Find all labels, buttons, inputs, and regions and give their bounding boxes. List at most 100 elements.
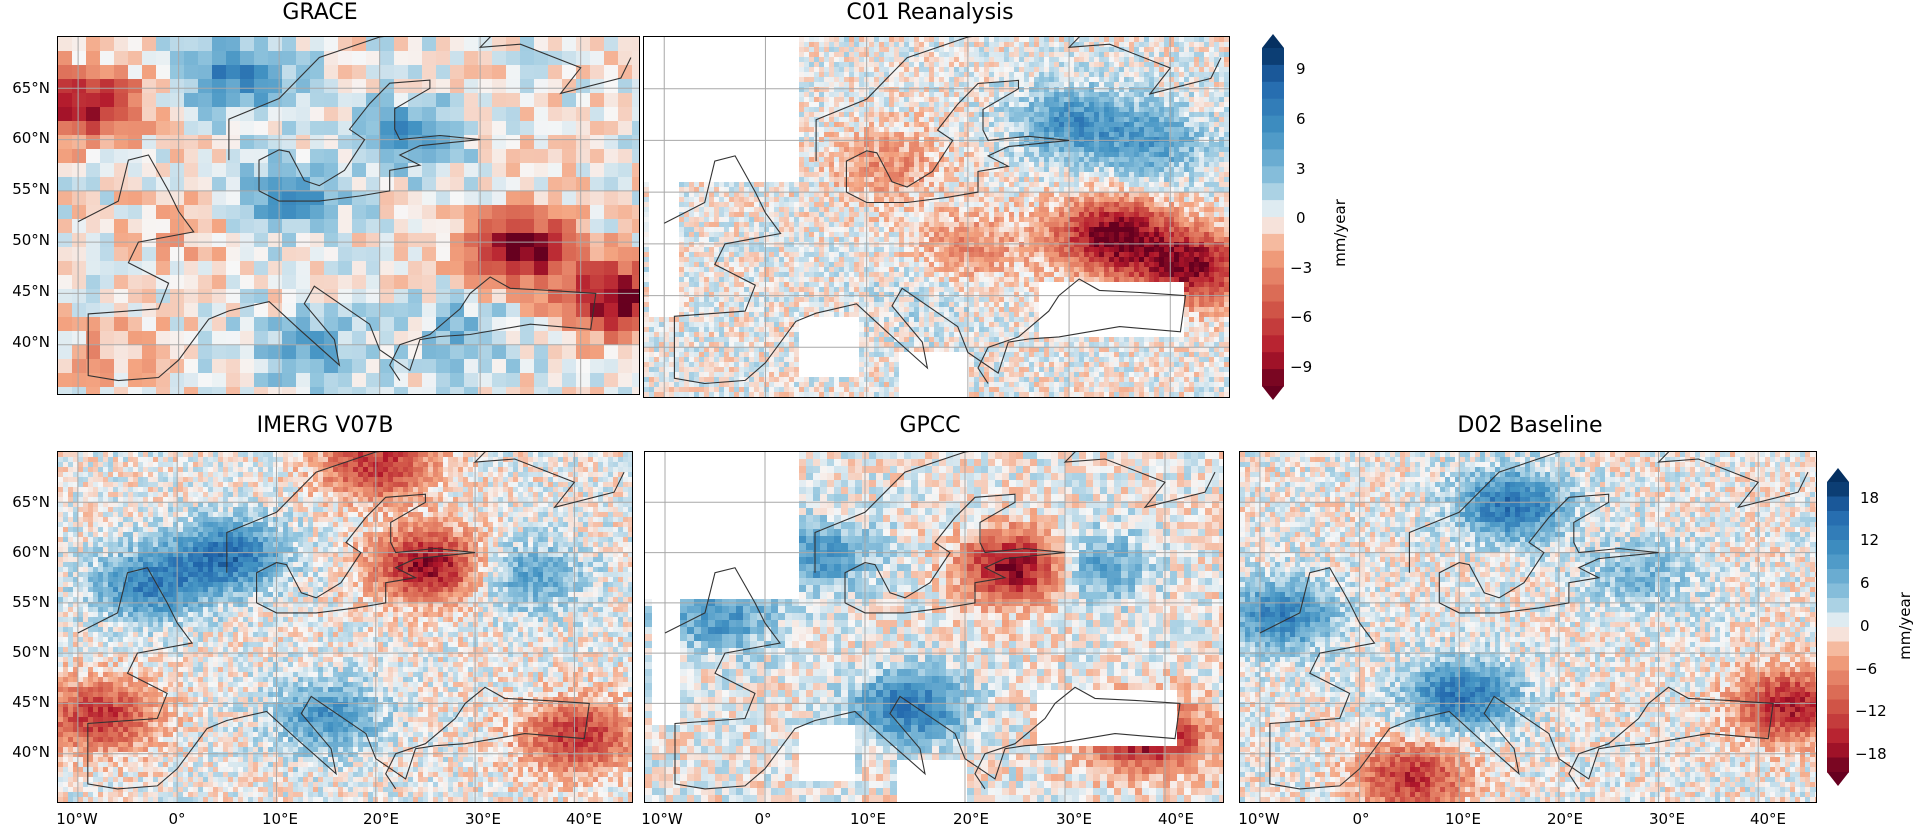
heatmap-cell [1199,122,1204,127]
heatmap-cell [1094,227,1099,232]
heatmap-cell [1134,227,1139,232]
heatmap-cell [869,232,874,237]
heatmap-cell [909,112,914,117]
heatmap-cell [924,167,929,172]
heatmap-cell [1154,87,1159,92]
heatmap-cell [899,137,904,142]
heatmap-cell [1164,137,1169,142]
heatmap-cell [380,149,394,163]
heatmap-cell [979,87,984,92]
heatmap-cell [1229,167,1230,172]
heatmap-cell [1199,207,1204,212]
heatmap-cell [1079,167,1084,172]
heatmap-cell [1084,212,1089,217]
heatmap-cell [1224,112,1229,117]
heatmap-cell [934,92,939,97]
heatmap-cell [844,192,849,197]
heatmap-cell [1074,232,1079,237]
heatmap-cell [919,77,924,82]
heatmap-cell [1079,147,1084,152]
heatmap-cell [1079,177,1084,182]
heatmap-cell [1044,172,1049,177]
heatmap-cell [156,373,170,387]
heatmap-cell [969,217,974,222]
heatmap-cell [1039,112,1044,117]
heatmap-cell [919,142,924,147]
heatmap-cell [1094,112,1099,117]
heatmap-cell [804,207,809,212]
heatmap-cell [1104,227,1109,232]
heatmap-cell [1224,47,1229,52]
heatmap-cell [829,92,834,97]
heatmap-cell [268,177,282,191]
heatmap-cell [352,177,366,191]
heatmap-cell [450,51,464,65]
heatmap-cell [1119,102,1124,107]
heatmap-cell [699,187,704,192]
heatmap-cell [576,303,590,317]
heatmap-cell [520,177,534,191]
heatmap-cell [366,107,380,121]
heatmap-cell [1069,182,1074,187]
heatmap-cell [114,149,128,163]
heatmap-cell [959,187,964,192]
heatmap-cell [829,132,834,137]
heatmap-cell [1214,87,1219,92]
heatmap-cell [944,127,949,132]
heatmap-cell [1044,77,1049,82]
heatmap-cell [964,37,969,42]
heatmap-cell [1174,47,1179,52]
heatmap-cell [1149,102,1154,107]
heatmap-cell [1069,87,1074,92]
heatmap-cell [764,227,769,232]
heatmap-cell [1054,227,1059,232]
heatmap-cell [829,112,834,117]
heatmap-cell [974,77,979,82]
heatmap-cell [919,92,924,97]
heatmap-cell [969,127,974,132]
heatmap-cell [934,77,939,82]
heatmap-cell [1034,147,1039,152]
heatmap-cell [824,227,829,232]
heatmap-cell [994,212,999,217]
heatmap-cell [744,207,749,212]
heatmap-cell [999,177,1004,182]
heatmap-cell [1144,172,1149,177]
heatmap-cell [799,117,804,122]
heatmap-cell [506,373,520,387]
heatmap-cell [844,117,849,122]
heatmap-cell [839,127,844,132]
heatmap-cell [254,331,268,345]
heatmap-cell [1219,117,1224,122]
heatmap-cell [1179,157,1184,162]
heatmap-cell [899,117,904,122]
heatmap-cell [1169,232,1174,237]
heatmap-cell [844,127,849,132]
heatmap-cell [914,87,919,92]
heatmap-cell [959,182,964,187]
heatmap-cell [436,135,450,149]
heatmap-cell [100,345,114,359]
heatmap-cell [969,167,974,172]
heatmap-cell [114,79,128,93]
heatmap-cell [894,227,899,232]
heatmap-cell [1209,197,1214,202]
heatmap-cell [1174,237,1179,242]
heatmap-cell [1089,232,1094,237]
heatmap-cell [1169,77,1174,82]
heatmap-cell [979,72,984,77]
heatmap-cell [128,317,142,331]
heatmap-cell [1069,157,1074,162]
heatmap-cell [604,149,618,163]
heatmap-cell [789,222,794,227]
heatmap-cell [1064,182,1069,187]
heatmap-cell [1229,107,1230,112]
heatmap-cell [969,152,974,157]
heatmap-cell [1064,72,1069,77]
heatmap-cell [884,222,889,227]
heatmap-cell [704,182,709,187]
heatmap-cell [128,289,142,303]
heatmap-cell [1099,57,1104,62]
heatmap-cell [1214,182,1219,187]
heatmap-cell [979,122,984,127]
